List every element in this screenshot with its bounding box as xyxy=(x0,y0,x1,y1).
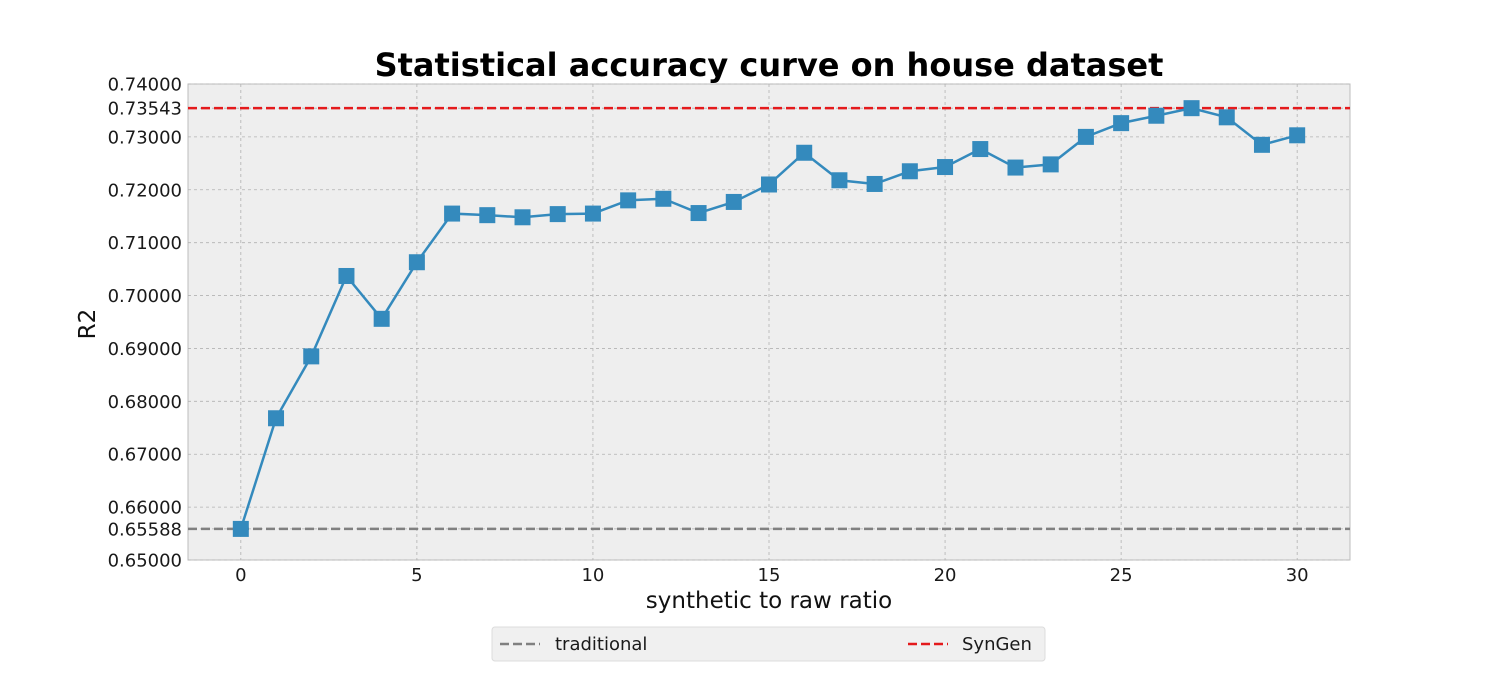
data-point xyxy=(1042,156,1059,173)
y-tick-label: 0.67000 xyxy=(108,445,182,466)
data-point xyxy=(1218,109,1235,126)
data-point xyxy=(655,190,672,207)
data-point xyxy=(725,193,742,210)
x-tick-label: 30 xyxy=(1286,565,1309,586)
y-axis-title: R2 xyxy=(75,309,101,340)
data-point xyxy=(1183,100,1200,117)
y-tick-label: 0.68000 xyxy=(108,392,182,413)
data-point xyxy=(444,205,461,222)
data-point xyxy=(620,192,637,209)
data-point xyxy=(866,175,883,192)
x-tick-label: 10 xyxy=(581,565,604,586)
data-point xyxy=(514,209,531,226)
data-point xyxy=(584,205,601,222)
data-point xyxy=(1077,128,1094,145)
data-point xyxy=(373,310,390,327)
data-point xyxy=(1253,136,1270,153)
y-tick-label: 0.69000 xyxy=(108,339,182,360)
chart-title: Statistical accuracy curve on house data… xyxy=(375,46,1164,84)
legend-label-syngen: SynGen xyxy=(962,634,1032,655)
data-point xyxy=(479,207,496,224)
series-group xyxy=(232,100,1306,537)
x-tick-label: 25 xyxy=(1110,565,1133,586)
data-point xyxy=(901,163,918,180)
legend: traditional SynGen xyxy=(491,626,1046,662)
y-tick-label: 0.74000 xyxy=(108,75,182,96)
y-tick-label: 0.66000 xyxy=(108,498,182,519)
y-tick-label: 0.65588 xyxy=(108,519,182,540)
data-point xyxy=(303,348,320,365)
x-axis-ticks: 0 5 10 15 20 25 30 xyxy=(235,565,1309,586)
x-tick-label: 15 xyxy=(758,565,781,586)
data-point xyxy=(831,172,848,189)
y-tick-label: 0.71000 xyxy=(108,233,182,254)
data-point xyxy=(761,176,777,193)
data-point xyxy=(1148,107,1165,124)
data-point xyxy=(549,206,566,223)
x-tick-label: 20 xyxy=(934,565,957,586)
data-point xyxy=(338,267,355,284)
data-point xyxy=(796,144,813,161)
data-point xyxy=(1289,127,1306,144)
data-point xyxy=(232,520,249,537)
data-point xyxy=(690,205,707,222)
data-point xyxy=(1113,115,1130,132)
y-tick-label: 0.65000 xyxy=(108,551,182,572)
x-tick-label: 5 xyxy=(411,565,422,586)
legend-label-traditional: traditional xyxy=(555,634,647,655)
y-tick-label: 0.73543 xyxy=(108,99,182,120)
x-tick-label: 0 xyxy=(235,565,246,586)
legend-box xyxy=(491,626,1046,662)
y-tick-label: 0.73000 xyxy=(108,127,182,148)
data-point xyxy=(268,410,285,427)
data-point xyxy=(408,254,425,271)
x-axis-title: synthetic to raw ratio xyxy=(646,588,892,614)
data-point xyxy=(972,141,989,158)
y-tick-label: 0.70000 xyxy=(108,286,182,307)
data-point xyxy=(937,159,954,176)
data-point xyxy=(1007,159,1024,176)
y-tick-label: 0.72000 xyxy=(108,180,182,201)
